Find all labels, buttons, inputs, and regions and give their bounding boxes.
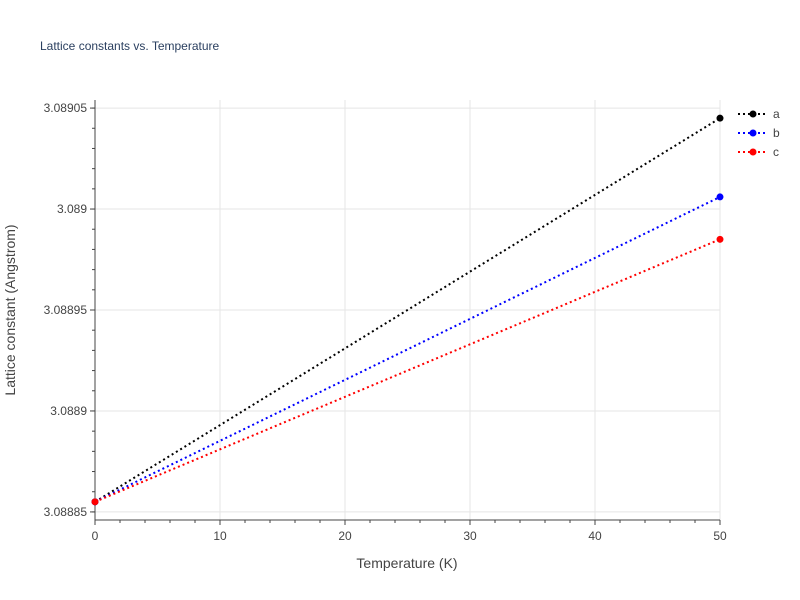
chart-title: Lattice constants vs. Temperature xyxy=(40,39,220,53)
y-tick-label: 3.08905 xyxy=(44,101,88,115)
y-tick-label: 3.089 xyxy=(57,202,87,216)
data-point-c xyxy=(716,235,724,243)
y-axis-title: Lattice constant (Angstrom) xyxy=(2,224,18,395)
legend-item-a[interactable]: a xyxy=(738,107,780,121)
x-tick-label: 20 xyxy=(338,529,352,543)
legend-label: c xyxy=(773,145,779,159)
x-tick-label: 50 xyxy=(713,529,727,543)
legend[interactable]: abc xyxy=(738,107,780,159)
legend-marker xyxy=(749,129,757,137)
x-tick-label: 10 xyxy=(213,529,227,543)
legend-label: a xyxy=(773,107,780,121)
y-tick-label: 3.0889 xyxy=(50,404,87,418)
legend-marker xyxy=(749,110,757,118)
series-line-c xyxy=(94,238,721,503)
axes: 0 10 20 30 40 50 3.08885 3.0889 3.08895 3.089 3.08… xyxy=(44,100,727,543)
legend-item-b[interactable]: b xyxy=(738,126,780,140)
legend-item-c[interactable]: c xyxy=(738,145,779,159)
series-line-a xyxy=(94,117,721,503)
data-point-c xyxy=(91,498,99,506)
series-line-b xyxy=(94,196,721,503)
data-point-b xyxy=(716,193,724,201)
x-axis-title: Temperature (K) xyxy=(356,555,457,571)
x-tick-label: 40 xyxy=(588,529,602,543)
plot-area xyxy=(91,114,724,506)
x-tick-label: 30 xyxy=(463,529,477,543)
legend-marker xyxy=(749,148,757,156)
legend-label: b xyxy=(773,126,780,140)
x-tick-label: 0 xyxy=(92,529,99,543)
data-point-a xyxy=(716,114,724,122)
y-tick-label: 3.08895 xyxy=(44,303,88,317)
y-tick-label: 3.08885 xyxy=(44,505,88,519)
grid xyxy=(95,100,721,520)
